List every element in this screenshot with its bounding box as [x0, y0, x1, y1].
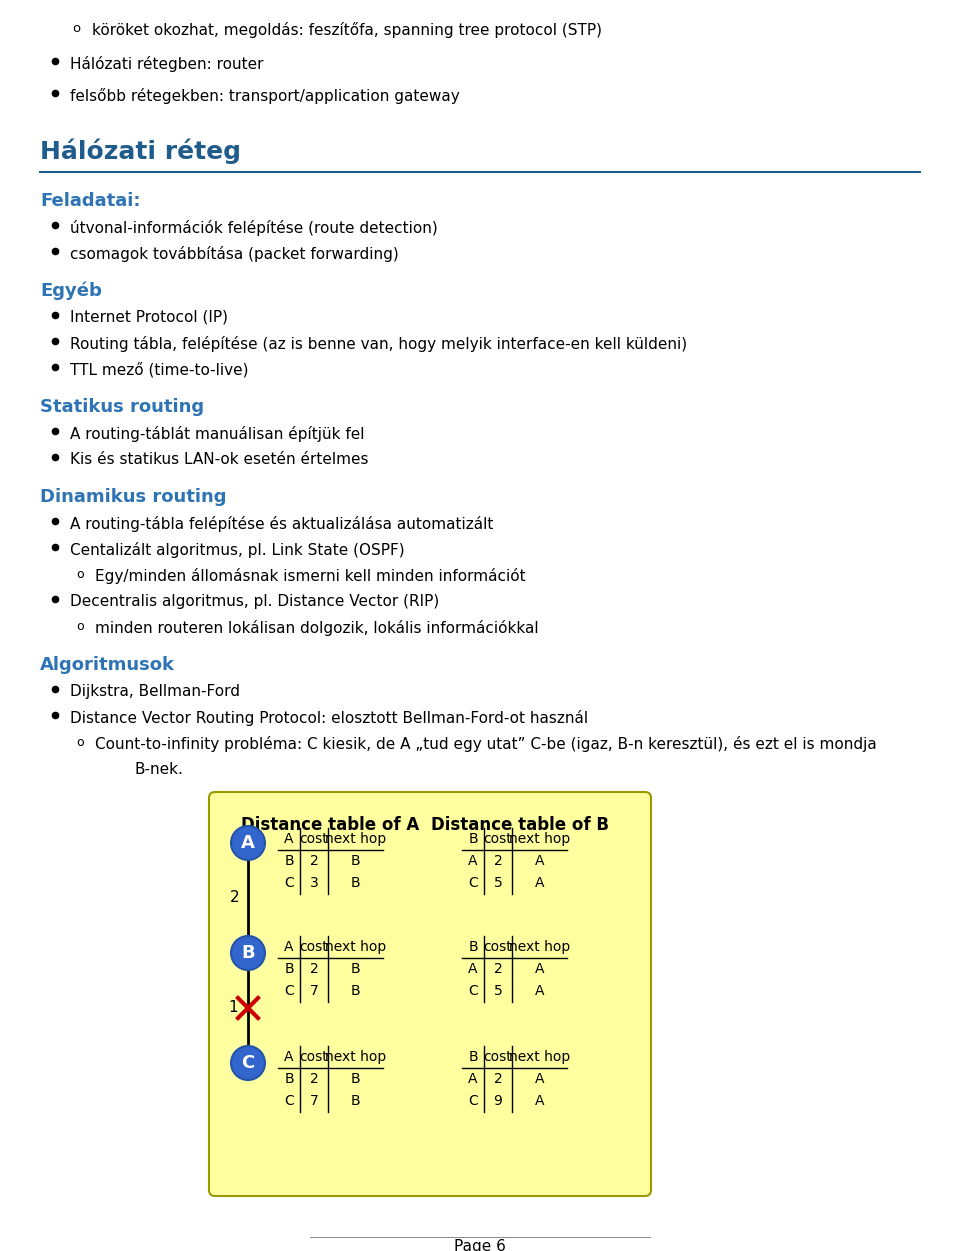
- Text: cost: cost: [300, 940, 328, 955]
- Text: C: C: [241, 1055, 254, 1072]
- Text: 5: 5: [493, 985, 502, 998]
- Text: Count-to-infinity probléma: C kiesik, de A „tud egy utat” C-be (igaz, B-n keresz: Count-to-infinity probléma: C kiesik, de…: [95, 736, 876, 752]
- Text: Routing tábla, felépítése (az is benne van, hogy melyik interface-en kell külden: Routing tábla, felépítése (az is benne v…: [70, 337, 687, 352]
- Text: C: C: [468, 985, 478, 998]
- Text: A: A: [535, 962, 544, 976]
- Text: next hop: next hop: [324, 832, 386, 846]
- FancyBboxPatch shape: [209, 792, 651, 1196]
- Text: next hop: next hop: [509, 832, 570, 846]
- Text: B: B: [350, 1095, 360, 1108]
- Text: A: A: [468, 962, 478, 976]
- Text: 2: 2: [493, 854, 502, 868]
- Text: Hálózati rétegben: router: Hálózati rétegben: router: [70, 56, 263, 73]
- Text: A: A: [284, 832, 294, 846]
- Text: o: o: [76, 568, 84, 580]
- Text: Centalizált algoritmus, pl. Link State (OSPF): Centalizált algoritmus, pl. Link State (…: [70, 542, 404, 558]
- Text: A: A: [535, 876, 544, 889]
- Text: B: B: [350, 854, 360, 868]
- Text: cost: cost: [484, 1050, 513, 1065]
- Text: csomagok továbbítása (packet forwarding): csomagok továbbítása (packet forwarding): [70, 246, 398, 261]
- Text: Algoritmusok: Algoritmusok: [40, 656, 175, 674]
- Circle shape: [231, 936, 265, 970]
- Text: A: A: [468, 1072, 478, 1086]
- Text: A: A: [241, 834, 255, 852]
- Text: B: B: [350, 985, 360, 998]
- Text: 5: 5: [493, 876, 502, 889]
- Text: A: A: [535, 1095, 544, 1108]
- Text: cost: cost: [484, 940, 513, 955]
- Text: 2: 2: [493, 962, 502, 976]
- Text: felsőbb rétegekben: transport/application gateway: felsőbb rétegekben: transport/applicatio…: [70, 88, 460, 104]
- Text: B: B: [468, 832, 478, 846]
- Text: Dinamikus routing: Dinamikus routing: [40, 488, 227, 505]
- Text: o: o: [72, 21, 80, 35]
- Text: o: o: [76, 619, 84, 633]
- Text: C: C: [284, 876, 294, 889]
- Text: útvonal-információk felépítése (route detection): útvonal-információk felépítése (route de…: [70, 220, 438, 236]
- Text: cost: cost: [484, 832, 513, 846]
- Text: A routing-táblát manuálisan építjük fel: A routing-táblát manuálisan építjük fel: [70, 427, 365, 442]
- Text: cost: cost: [300, 1050, 328, 1065]
- Text: C: C: [284, 1095, 294, 1108]
- Text: A: A: [535, 854, 544, 868]
- Text: TTL mező (time-to-live): TTL mező (time-to-live): [70, 362, 249, 378]
- Text: B-nek.: B-nek.: [135, 762, 184, 777]
- Text: C: C: [468, 876, 478, 889]
- Text: minden routeren lokálisan dolgozik, lokális információkkal: minden routeren lokálisan dolgozik, loká…: [95, 620, 539, 636]
- Text: A routing-tábla felépítése és aktualizálása automatizált: A routing-tábla felépítése és aktualizál…: [70, 515, 493, 532]
- Text: next hop: next hop: [509, 1050, 570, 1065]
- Text: Kis és statikus LAN-ok esetén értelmes: Kis és statikus LAN-ok esetén értelmes: [70, 452, 369, 467]
- Text: A: A: [468, 854, 478, 868]
- Text: B: B: [350, 1072, 360, 1086]
- Text: Feladatai:: Feladatai:: [40, 191, 140, 210]
- Text: 3: 3: [310, 876, 319, 889]
- Text: B: B: [468, 1050, 478, 1065]
- Text: A: A: [284, 940, 294, 955]
- Text: Dijkstra, Bellman-Ford: Dijkstra, Bellman-Ford: [70, 684, 240, 699]
- Text: Internet Protocol (IP): Internet Protocol (IP): [70, 310, 228, 325]
- Text: Hálózati réteg: Hálózati réteg: [40, 138, 241, 164]
- Text: Statikus routing: Statikus routing: [40, 398, 204, 417]
- Text: B: B: [350, 876, 360, 889]
- Text: next hop: next hop: [324, 1050, 386, 1065]
- Text: Decentralis algoritmus, pl. Distance Vector (RIP): Decentralis algoritmus, pl. Distance Vec…: [70, 594, 440, 609]
- Text: 2: 2: [310, 854, 319, 868]
- Text: C: C: [284, 985, 294, 998]
- Text: 2: 2: [493, 1072, 502, 1086]
- Text: 2: 2: [230, 891, 240, 906]
- Text: B: B: [468, 940, 478, 955]
- Text: B: B: [241, 945, 254, 962]
- Text: 9: 9: [493, 1095, 502, 1108]
- Circle shape: [231, 826, 265, 859]
- Text: next hop: next hop: [324, 940, 386, 955]
- Text: A: A: [284, 1050, 294, 1065]
- Text: Egy/minden állomásnak ismerni kell minden információt: Egy/minden állomásnak ismerni kell minde…: [95, 568, 526, 584]
- Text: next hop: next hop: [509, 940, 570, 955]
- Text: 7: 7: [310, 985, 319, 998]
- Text: Distance table of B: Distance table of B: [431, 816, 609, 834]
- Text: cost: cost: [300, 832, 328, 846]
- Circle shape: [231, 1046, 265, 1080]
- Text: o: o: [76, 736, 84, 748]
- Text: C: C: [468, 1095, 478, 1108]
- Text: B: B: [284, 962, 294, 976]
- Text: Distance Vector Routing Protocol: elosztott Bellman-Ford-ot használ: Distance Vector Routing Protocol: eloszt…: [70, 711, 588, 726]
- Text: 7: 7: [310, 1095, 319, 1108]
- Text: 2: 2: [310, 1072, 319, 1086]
- Text: B: B: [284, 1072, 294, 1086]
- Text: A: A: [535, 985, 544, 998]
- Text: Distance table of A: Distance table of A: [241, 816, 420, 834]
- Text: Page 6: Page 6: [454, 1238, 506, 1251]
- Text: köröket okozhat, megoldás: feszítőfa, spanning tree protocol (STP): köröket okozhat, megoldás: feszítőfa, sp…: [92, 23, 602, 38]
- Text: A: A: [535, 1072, 544, 1086]
- Text: 2: 2: [310, 962, 319, 976]
- Text: Egyéb: Egyéb: [40, 281, 102, 300]
- Text: B: B: [350, 962, 360, 976]
- Text: B: B: [284, 854, 294, 868]
- Text: 1: 1: [228, 1001, 238, 1016]
